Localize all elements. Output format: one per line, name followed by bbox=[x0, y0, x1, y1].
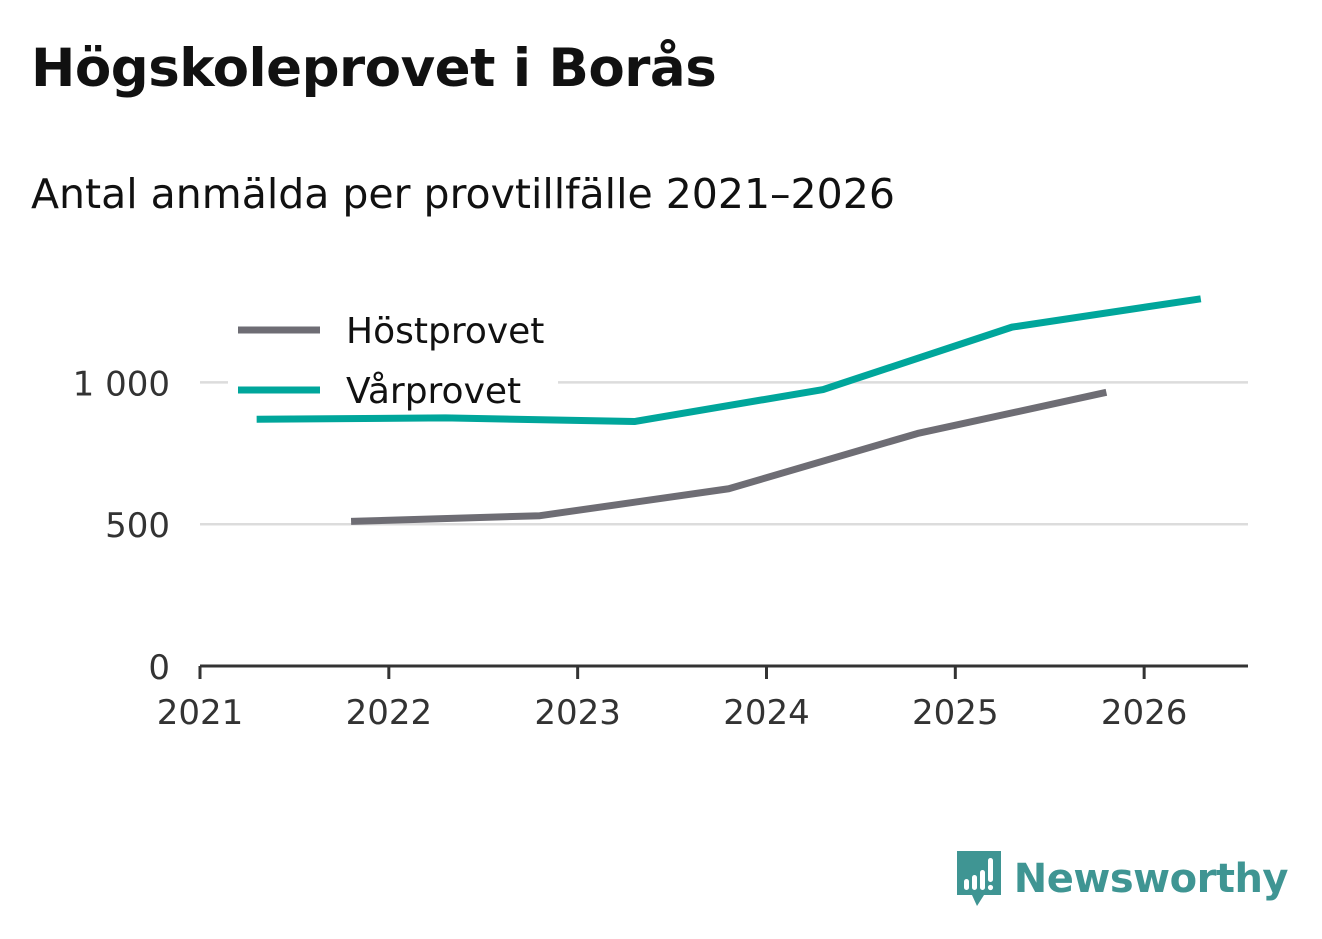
brand-name: Newsworthy bbox=[1013, 856, 1289, 902]
x-axis: 2021 2022 2023 2024 2025 2026 bbox=[157, 664, 1248, 733]
series-line-varprovet bbox=[256, 295, 1202, 426]
x-tick-label: 2026 bbox=[1101, 693, 1188, 733]
x-tick-label: 2025 bbox=[912, 693, 999, 733]
legend: Höstprovet Vårprovet bbox=[228, 292, 558, 414]
series-line-hostprovet bbox=[350, 388, 1108, 525]
x-tick-label: 2024 bbox=[723, 693, 810, 733]
chart-subtitle: Antal anmälda per provtillfälle 2021–202… bbox=[31, 170, 895, 218]
y-axis-labels: 0 500 1 000 bbox=[73, 364, 170, 688]
x-tick-label: 2022 bbox=[346, 693, 433, 733]
y-tick-label: 1 000 bbox=[73, 364, 170, 404]
newsworthy-logo: Newsworthy bbox=[954, 849, 1289, 909]
y-tick-label: 0 bbox=[148, 648, 170, 688]
speech-bubble-bar-chart-icon bbox=[956, 851, 1001, 906]
y-tick-label: 500 bbox=[105, 506, 170, 546]
x-tick-label: 2021 bbox=[157, 693, 244, 733]
legend-background bbox=[228, 292, 558, 414]
x-tick-label: 2023 bbox=[534, 693, 621, 733]
legend-label: Vårprovet bbox=[346, 371, 521, 412]
chart-title: Högskoleprovet i Borås bbox=[31, 38, 717, 99]
legend-label: Höstprovet bbox=[346, 311, 544, 352]
series-lines bbox=[256, 295, 1202, 525]
